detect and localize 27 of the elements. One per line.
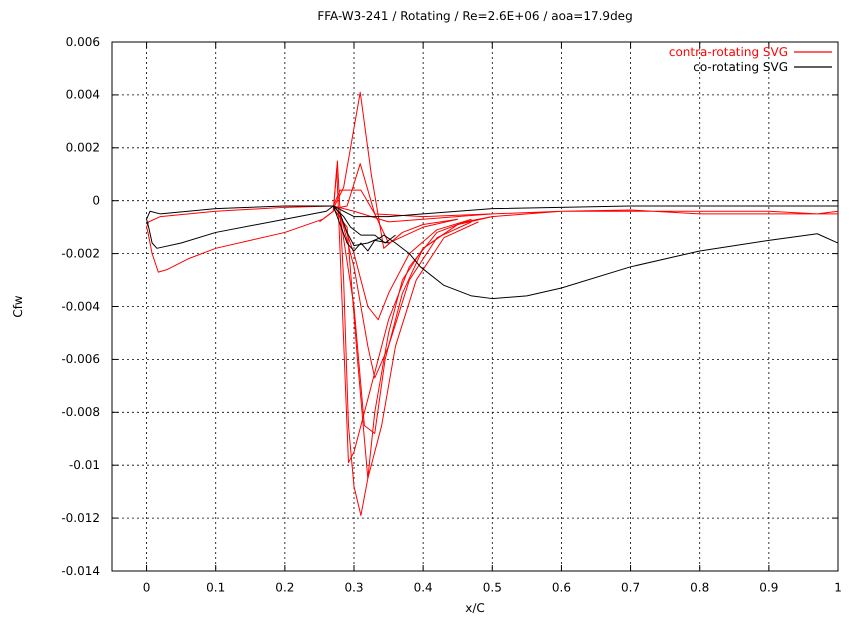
y-tick-label: -0.006 xyxy=(61,352,100,366)
y-tick-label: -0.004 xyxy=(61,299,100,314)
x-tick-label: 0.3 xyxy=(344,580,364,595)
y-tick-label: -0.008 xyxy=(61,405,100,420)
x-tick-label: 0 xyxy=(142,580,150,595)
chart-title: FFA-W3-241 / Rotating / Re=2.6E+06 / aoa=17.9deg xyxy=(317,9,633,23)
y-tick-label: -0.012 xyxy=(61,510,100,525)
y-tick-label: -0.002 xyxy=(61,246,100,260)
y-tick-label: 0.006 xyxy=(66,34,100,49)
y-tick-label: -0.01 xyxy=(68,458,100,472)
x-tick-label: 0.5 xyxy=(482,580,502,595)
x-tick-label: 0.4 xyxy=(414,580,433,595)
y-tick-label: 0 xyxy=(92,194,100,208)
x-tick-label: 0.9 xyxy=(759,580,778,595)
legend-label: co-rotating SVG xyxy=(693,60,788,74)
y-axis-title: Cfw xyxy=(11,295,25,318)
x-tick-label: 0.6 xyxy=(552,580,571,595)
y-tick-label: 0.002 xyxy=(66,140,100,155)
y-tick-label: 0.004 xyxy=(66,88,100,102)
x-axis-title: x/C xyxy=(465,601,485,615)
y-tick-label: -0.014 xyxy=(61,564,100,578)
x-tick-label: 0.7 xyxy=(621,580,640,595)
x-tick-label: 0.2 xyxy=(275,580,294,595)
x-tick-label: 1 xyxy=(834,580,842,595)
x-tick-label: 0.8 xyxy=(690,580,710,595)
legend-label: contra-rotating SVG xyxy=(668,45,788,59)
x-tick-label: 0.1 xyxy=(206,580,226,595)
